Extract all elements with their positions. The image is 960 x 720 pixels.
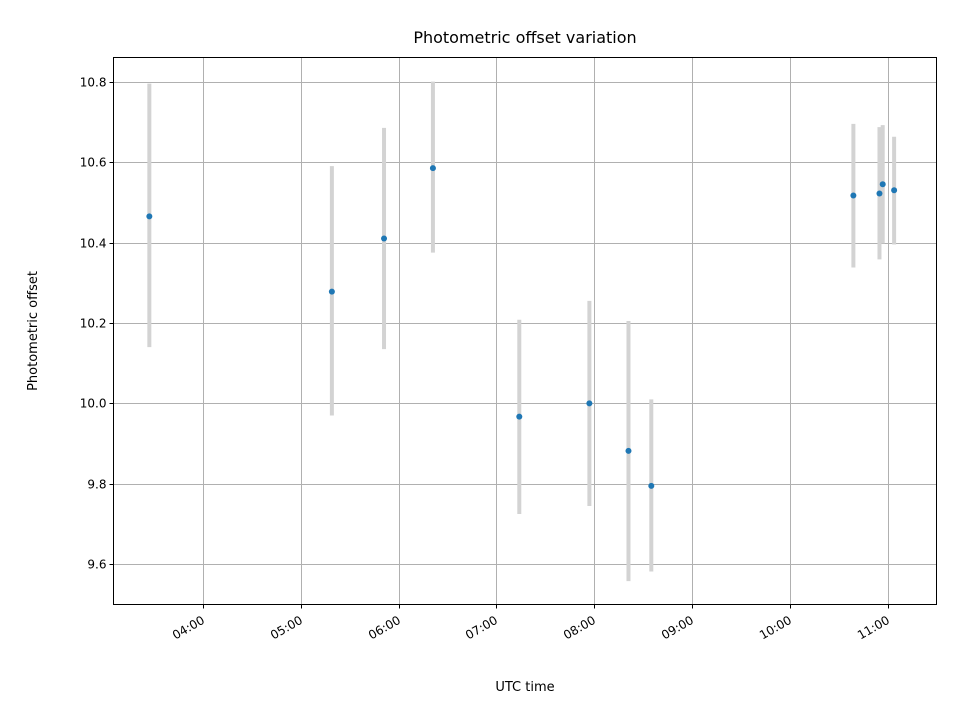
data-point	[381, 235, 388, 242]
x-tick-label: 05:00	[268, 613, 305, 642]
data-points	[146, 165, 898, 489]
x-tick-label: 10:00	[757, 613, 794, 642]
y-axis-label: Photometric offset	[26, 271, 41, 391]
data-point	[891, 187, 898, 194]
data-point	[876, 190, 883, 197]
plot-area-frame	[113, 57, 937, 605]
axis-ticks: 04:00 05:00 06:00 07:00 08:00 09:00 10:00 11:00…	[80, 76, 892, 643]
error-bars	[147, 81, 897, 582]
y-tick-label: 9.6	[87, 558, 106, 572]
y-tick-label: 10.2	[80, 317, 107, 331]
data-point	[146, 213, 153, 220]
y-tick-label: 9.8	[87, 478, 106, 492]
data-point	[516, 413, 523, 420]
x-tick-label: 04:00	[170, 613, 207, 642]
y-tick-label: 10.4	[80, 237, 107, 251]
x-tick-label: 07:00	[463, 613, 500, 642]
chart-title: Photometric offset variation	[413, 28, 636, 47]
data-point	[328, 288, 335, 295]
y-tick-label: 10.8	[80, 76, 107, 90]
grid	[113, 57, 937, 605]
data-point	[879, 181, 886, 188]
x-tick-label: 06:00	[366, 613, 403, 642]
y-tick-label: 10.0	[80, 397, 107, 411]
data-point	[429, 165, 436, 172]
x-axis-label: UTC time	[495, 680, 554, 695]
data-point	[648, 482, 655, 489]
y-tick-label: 10.6	[80, 156, 107, 170]
data-point	[625, 447, 632, 454]
data-point	[850, 192, 857, 199]
x-tick-label: 08:00	[561, 613, 598, 642]
data-point	[586, 400, 593, 407]
x-tick-label: 09:00	[659, 613, 696, 642]
x-tick-label: 11:00	[855, 613, 892, 642]
